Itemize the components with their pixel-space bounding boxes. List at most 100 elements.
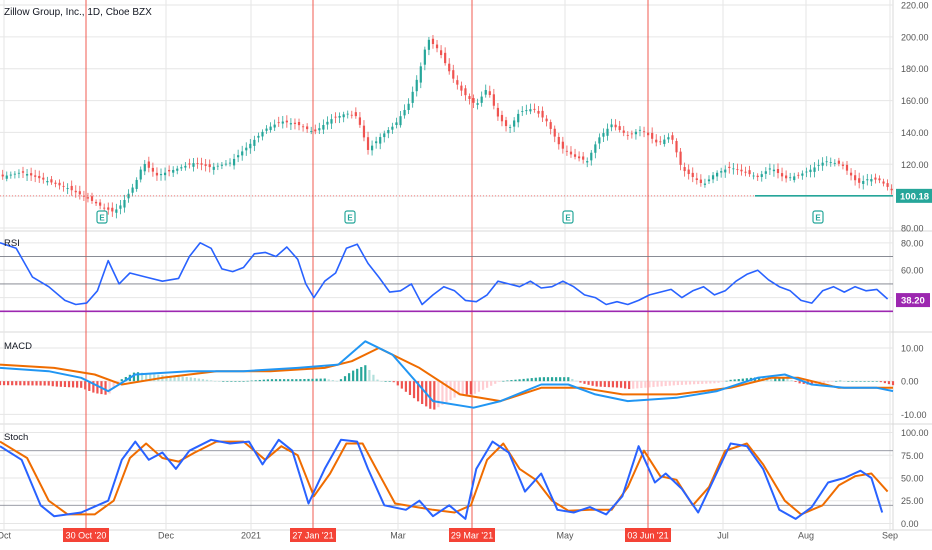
rsi-pane-label: RSI <box>4 238 20 249</box>
macd-histogram-bar <box>648 381 651 388</box>
macd-histogram-bar <box>27 381 30 386</box>
candle-body <box>346 113 349 115</box>
macd-histogram-bar <box>140 372 144 382</box>
y-tick-label: 200.00 <box>901 32 929 42</box>
price-axis[interactable]: 80.00 100.00 120.00 140.00 160.00 180.00 200.0… <box>896 1 932 529</box>
macd-histogram-bar <box>733 379 736 382</box>
time-tick-label-highlight: 29 Mar '21 <box>451 531 493 541</box>
macd-histogram-bar <box>705 381 708 384</box>
macd-histogram-bar <box>883 381 886 384</box>
macd-histogram-bar <box>246 380 249 382</box>
candle-body <box>849 172 853 176</box>
macd-histogram-bar <box>242 381 245 382</box>
macd-histogram-bar <box>412 381 416 399</box>
candle-body <box>679 151 682 165</box>
macd-histogram-bar <box>136 372 140 382</box>
macd-histogram-bar <box>262 379 265 382</box>
candle-body <box>354 112 357 117</box>
macd-histogram-bar <box>579 381 582 383</box>
earnings-marker-label: E <box>99 214 105 223</box>
candle-body <box>492 94 495 106</box>
macd-histogram-bar <box>311 378 314 382</box>
macd-histogram-bar <box>607 381 610 388</box>
macd-histogram-bar <box>559 377 562 382</box>
candle-body <box>168 169 171 172</box>
candle-body <box>379 137 382 144</box>
macd-histogram-bar <box>554 377 558 382</box>
macd-histogram-bar <box>274 379 278 382</box>
macd-histogram-bar <box>855 381 858 382</box>
macd-pane[interactable]: MACD <box>0 340 895 410</box>
macd-histogram-bar <box>693 381 696 385</box>
time-label-badge <box>290 528 336 542</box>
candle-body <box>594 144 597 153</box>
macd-histogram-bar <box>392 381 395 383</box>
macd-histogram-bar <box>84 381 87 390</box>
time-axis[interactable]: Oct 30 Oct '20 Dec 2021 27 Jan '21 Mar 29 Mar … <box>0 528 898 542</box>
candle-body <box>94 201 98 204</box>
macd-histogram-bar <box>120 379 123 382</box>
candle-body <box>30 173 33 176</box>
macd-histogram-bar <box>283 379 286 382</box>
macd-histogram-bar <box>672 381 675 386</box>
candle-body <box>415 79 418 92</box>
macd-histogram-bar <box>891 381 895 386</box>
macd-histogram-bar <box>250 380 253 382</box>
macd-histogram-bar <box>514 379 517 382</box>
candle-body <box>310 131 313 132</box>
macd-histogram-bar <box>416 381 420 402</box>
y-tick-label: 50.00 <box>901 474 924 484</box>
candle-body <box>577 156 581 159</box>
candle-body <box>143 163 146 172</box>
candle-body <box>249 143 252 149</box>
macd-histogram-bar <box>494 381 497 384</box>
candle-body <box>789 177 792 179</box>
macd-histogram-bar <box>149 373 152 382</box>
earnings-marker <box>562 210 574 224</box>
candle-body <box>655 139 658 143</box>
candle-body <box>468 96 471 99</box>
y-tick-label: 120.00 <box>901 160 929 170</box>
y-tick-label: 10.00 <box>901 343 924 353</box>
stoch-pane-label: Stoch <box>4 432 28 443</box>
candle-body <box>500 114 504 122</box>
macd-histogram-bar <box>542 377 546 382</box>
macd-histogram-bar <box>205 379 209 382</box>
macd-histogram-bar <box>47 381 50 386</box>
candle-body <box>833 162 836 164</box>
macd-histogram-bar <box>619 381 623 388</box>
macd-line <box>0 340 894 409</box>
macd-histogram-bar <box>518 379 521 382</box>
candle-body <box>801 173 804 176</box>
rsi-pane[interactable]: RSI <box>0 238 893 313</box>
macd-histogram-bar <box>843 381 846 382</box>
candle-body <box>58 182 61 186</box>
macd-histogram-bar <box>112 381 115 389</box>
macd-histogram-bar <box>124 376 127 382</box>
candle-body <box>647 132 650 136</box>
candle-body <box>614 124 617 128</box>
macd-histogram-bar <box>688 381 692 385</box>
y-tick-label: 0.00 <box>901 519 919 529</box>
candle-body <box>281 121 284 124</box>
macd-histogram-bar <box>396 381 399 386</box>
macd-histogram-bar <box>879 381 882 383</box>
candle-body <box>285 120 288 123</box>
candle-body <box>825 161 828 163</box>
candle-body <box>805 171 808 173</box>
macd-histogram-bar <box>339 379 343 382</box>
macd-histogram-bar <box>770 379 773 382</box>
macd-histogram-bar <box>668 381 671 386</box>
candle-body <box>99 202 102 206</box>
macd-histogram-bar <box>43 381 46 386</box>
macd-histogram-bar <box>153 374 156 382</box>
stoch-pane[interactable]: Stoch <box>0 432 893 520</box>
candle-body <box>768 168 771 170</box>
candle-body <box>241 151 244 156</box>
candle-body <box>517 113 520 123</box>
candle-body <box>716 172 719 177</box>
macd-histogram-bar <box>449 381 452 401</box>
y-tick-label: 140.00 <box>901 128 929 138</box>
